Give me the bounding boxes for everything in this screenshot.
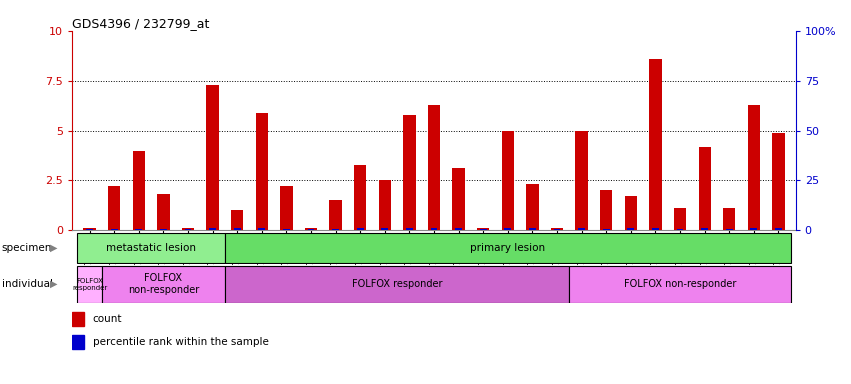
Text: metastatic lesion: metastatic lesion [106, 243, 196, 253]
Bar [209, 228, 216, 230]
Bar [225, 233, 791, 263]
Bar [652, 228, 659, 230]
Bar [453, 169, 465, 230]
Text: FOLFOX responder: FOLFOX responder [351, 279, 443, 289]
Bar [182, 228, 194, 230]
Bar [83, 228, 95, 230]
Bar [102, 266, 225, 303]
Bar [600, 190, 613, 230]
Bar [674, 209, 686, 230]
Text: individual: individual [2, 279, 53, 289]
Bar [357, 228, 363, 230]
Bar [329, 200, 342, 230]
Bar [699, 147, 711, 230]
Bar [649, 59, 661, 230]
Bar [307, 229, 314, 230]
Bar [554, 229, 561, 230]
Bar [354, 164, 366, 230]
Bar [77, 233, 225, 263]
Bar [332, 229, 339, 230]
Bar [775, 228, 782, 230]
Bar [406, 228, 413, 230]
Bar [77, 266, 102, 303]
Text: GDS4396 / 232799_at: GDS4396 / 232799_at [72, 17, 209, 30]
Text: FOLFOX
responder: FOLFOX responder [72, 278, 107, 291]
Bar [225, 266, 569, 303]
Bar [259, 228, 266, 230]
Bar [773, 132, 785, 230]
Bar [381, 228, 388, 230]
Bar [480, 229, 487, 230]
Bar [111, 229, 117, 230]
Bar [431, 228, 437, 230]
Bar [72, 335, 84, 349]
Bar [505, 228, 511, 230]
Text: ▶: ▶ [50, 243, 58, 253]
Bar [185, 229, 191, 230]
Bar [108, 187, 120, 230]
Bar [529, 228, 536, 230]
Bar [133, 151, 145, 230]
Text: FOLFOX non-responder: FOLFOX non-responder [624, 279, 736, 289]
Bar [748, 104, 760, 230]
Bar [403, 114, 415, 230]
Bar [627, 228, 634, 230]
Text: percentile rank within the sample: percentile rank within the sample [93, 337, 268, 347]
Bar [677, 229, 683, 230]
Bar [255, 113, 268, 230]
Bar [283, 229, 290, 230]
Text: specimen: specimen [2, 243, 52, 253]
Bar [551, 228, 563, 230]
Text: FOLFOX
non-responder: FOLFOX non-responder [128, 273, 199, 295]
Bar [157, 194, 169, 230]
Bar [569, 266, 791, 303]
Bar [160, 229, 167, 230]
Bar [477, 228, 489, 230]
Bar [428, 104, 440, 230]
Text: ▶: ▶ [50, 279, 58, 289]
Bar [625, 197, 637, 230]
Bar [701, 228, 708, 230]
Bar [526, 184, 539, 230]
Bar [280, 187, 293, 230]
Bar [578, 228, 585, 230]
Bar [455, 228, 462, 230]
Bar [575, 131, 588, 230]
Bar [86, 229, 93, 230]
Bar [135, 229, 142, 230]
Bar [502, 131, 514, 230]
Bar [723, 209, 735, 230]
Bar [305, 228, 317, 230]
Text: primary lesion: primary lesion [471, 243, 545, 253]
Bar [751, 228, 757, 230]
Bar [207, 84, 219, 230]
Text: count: count [93, 314, 122, 324]
Bar [234, 228, 241, 230]
Bar [726, 229, 733, 230]
Bar [231, 210, 243, 230]
Bar [379, 180, 391, 230]
Bar [603, 229, 609, 230]
Bar [72, 312, 84, 326]
